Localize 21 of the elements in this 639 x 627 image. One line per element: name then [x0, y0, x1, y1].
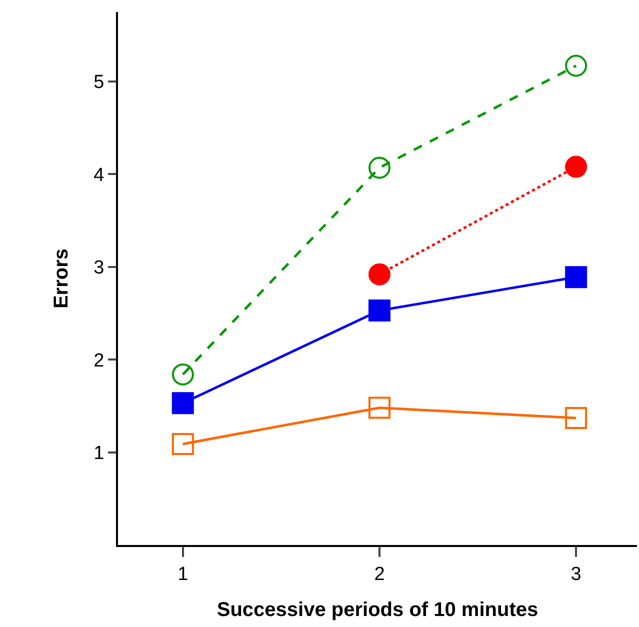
point — [565, 156, 588, 178]
y-tick-label: 5 — [94, 72, 104, 94]
point — [565, 407, 588, 430]
point — [368, 299, 390, 322]
point — [565, 266, 588, 288]
x-axis-title: Successive periods of 10 minutes — [216, 598, 538, 621]
point — [368, 263, 390, 286]
y-tick-label: 2 — [94, 350, 104, 372]
x-tick-label: 3 — [570, 564, 582, 585]
y-tick-label: 3 — [94, 258, 104, 279]
point — [172, 432, 194, 455]
point — [368, 156, 390, 179]
x-tick-label: 1 — [178, 564, 188, 585]
point — [368, 396, 390, 419]
x-tick-label: 2 — [374, 564, 385, 585]
y-axis-title: Errors — [50, 248, 73, 309]
y-tick-label: 1 — [94, 442, 104, 464]
point — [172, 392, 194, 414]
y-tick-label: 4 — [94, 164, 105, 186]
point — [565, 54, 588, 77]
point — [172, 363, 194, 386]
